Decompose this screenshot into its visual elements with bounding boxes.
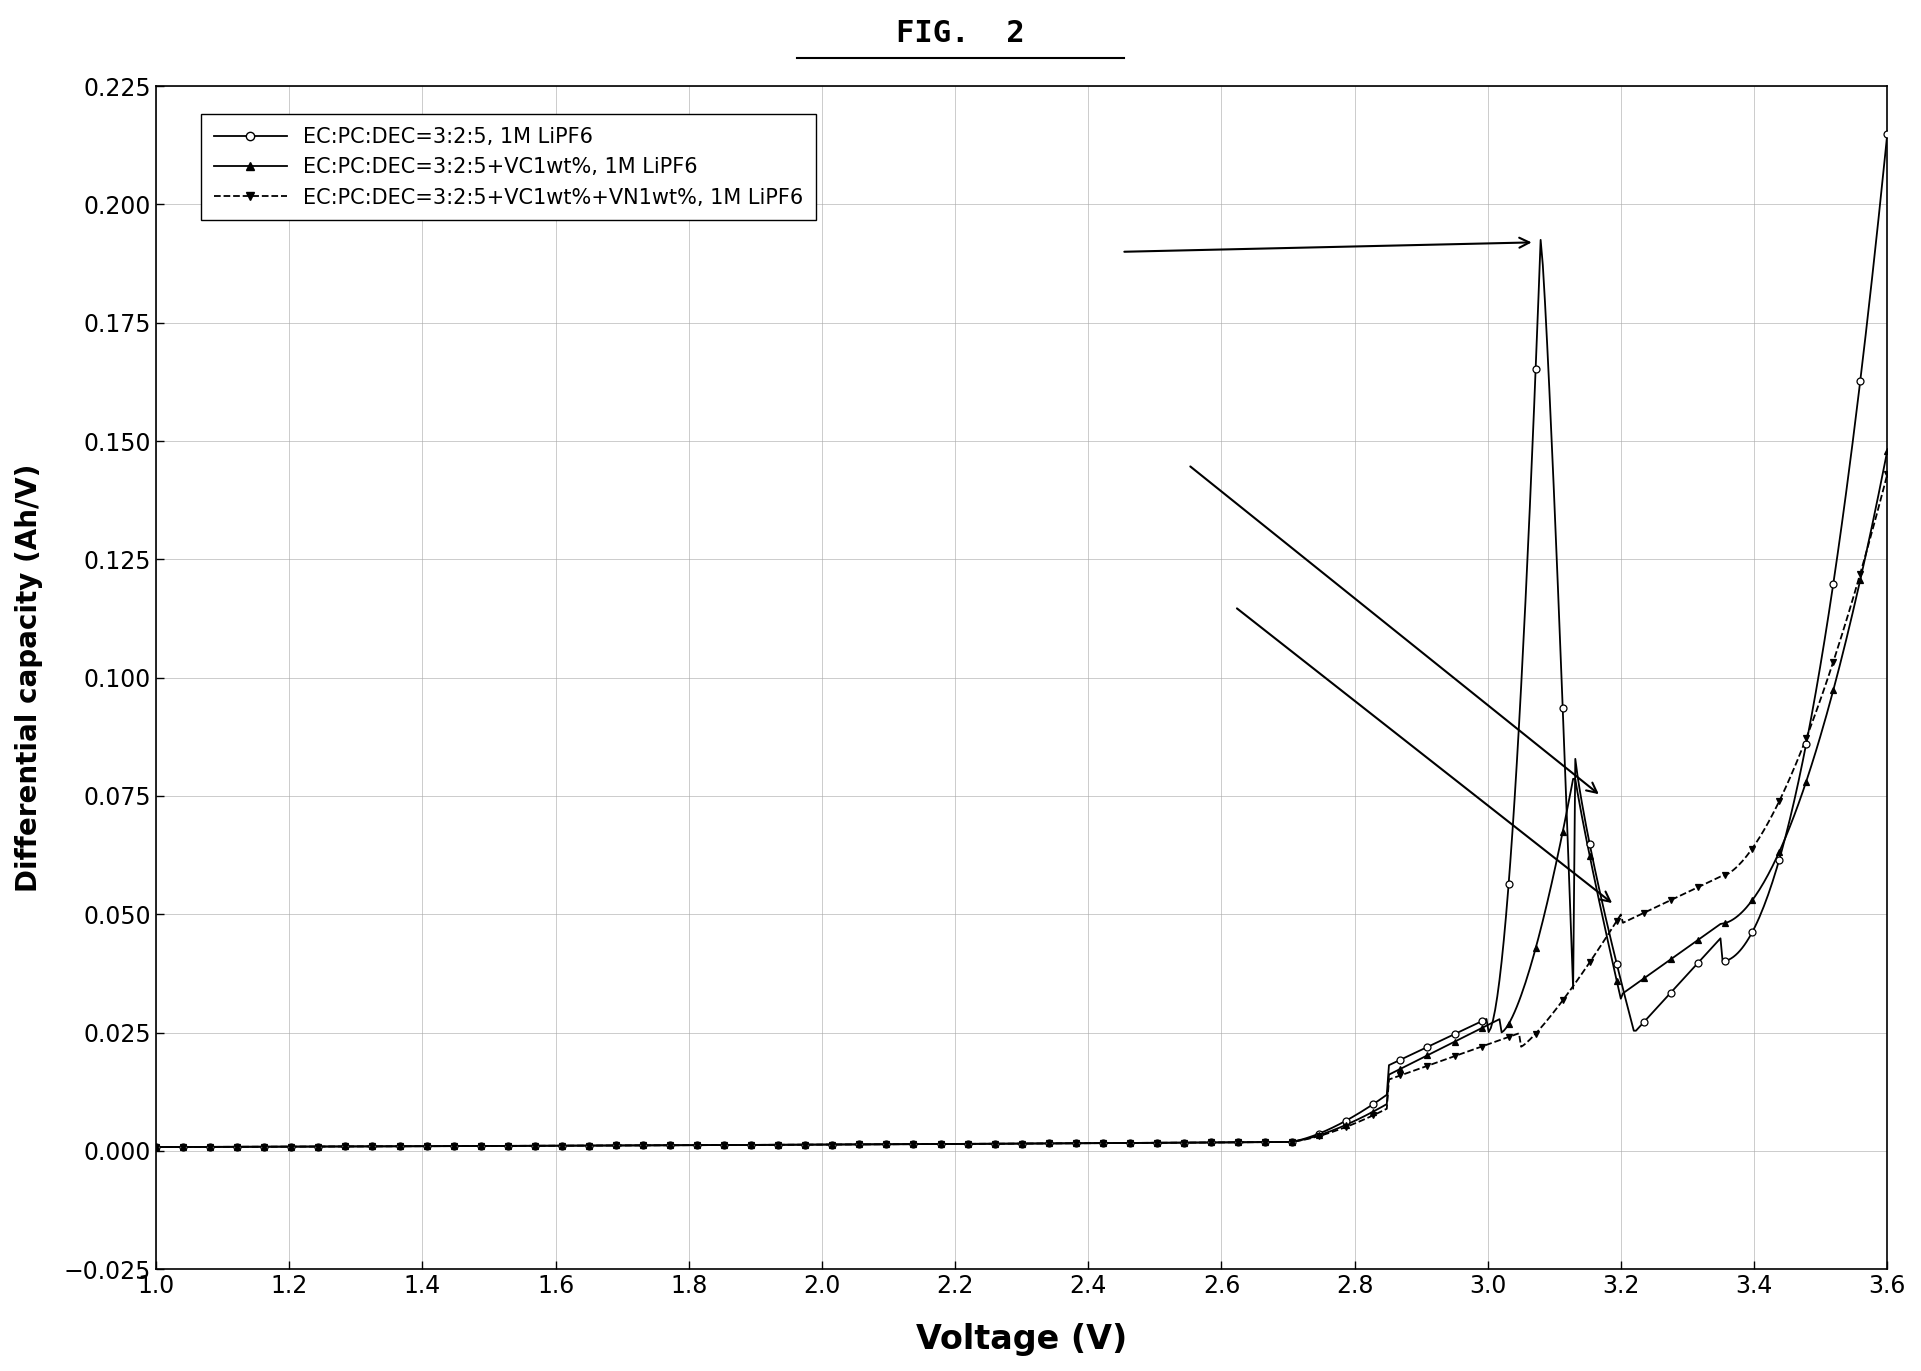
Y-axis label: Differential capacity (Ah/V): Differential capacity (Ah/V) bbox=[15, 463, 42, 893]
X-axis label: Voltage (V): Voltage (V) bbox=[916, 1323, 1128, 1356]
Text: FIG.  2: FIG. 2 bbox=[897, 19, 1024, 48]
Legend: EC:PC:DEC=3:2:5, 1M LiPF6, EC:PC:DEC=3:2:5+VC1wt%, 1M LiPF6, EC:PC:DEC=3:2:5+VC1: EC:PC:DEC=3:2:5, 1M LiPF6, EC:PC:DEC=3:2… bbox=[202, 114, 816, 221]
